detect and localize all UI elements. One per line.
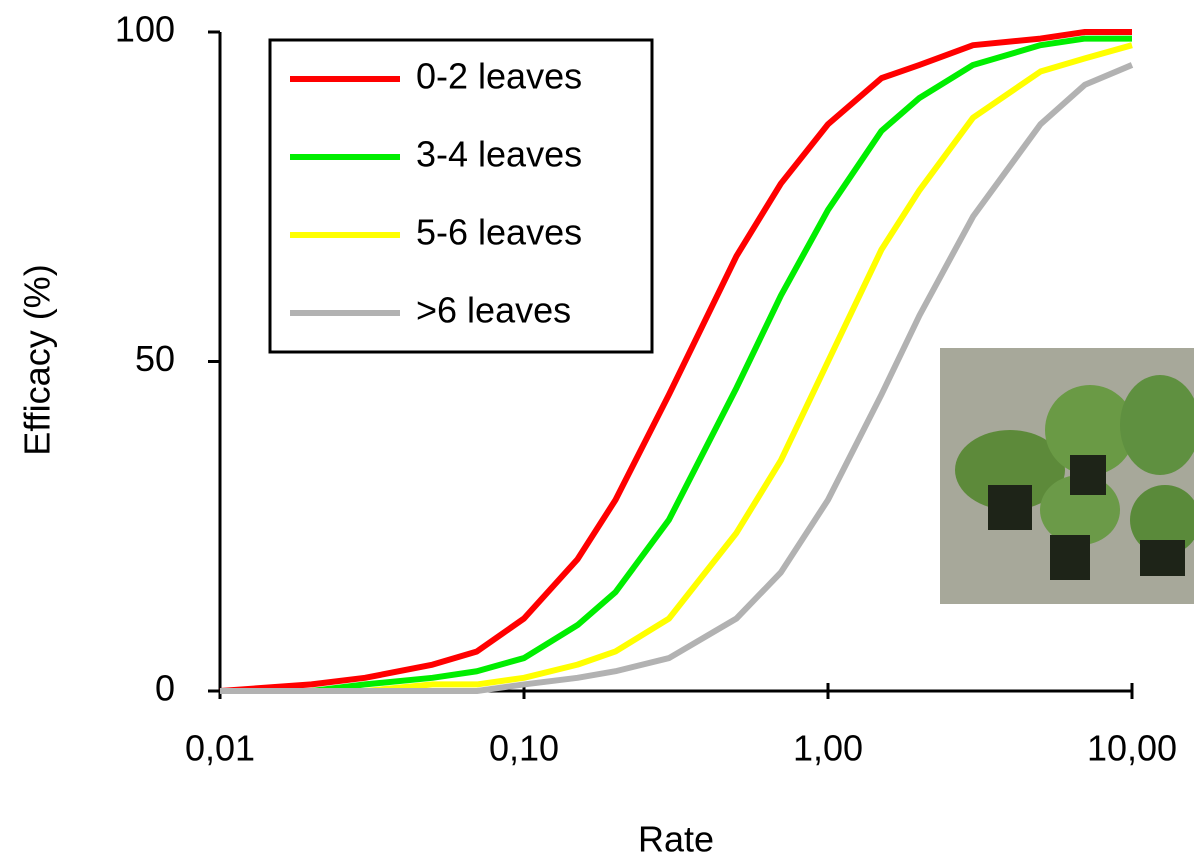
x-tick-label: 10,00	[1087, 728, 1177, 769]
legend-box	[268, 38, 654, 354]
series-line	[220, 62, 1134, 694]
y-tick-label: 100	[115, 9, 175, 50]
series-line	[220, 42, 1133, 694]
y-axis-title: Efficacy (%)	[17, 264, 58, 455]
x-tick-label: 0,01	[185, 728, 255, 769]
x-tick-label: 1,00	[793, 728, 863, 769]
y-tick-label: 50	[135, 338, 175, 379]
series-line	[219, 29, 1132, 694]
legend-label: 3-4 leaves	[416, 134, 582, 175]
legend-label: >6 leaves	[416, 290, 571, 331]
x-tick-label: 0,10	[489, 728, 559, 769]
series-line	[220, 35, 1132, 694]
plant-photo	[940, 348, 1194, 604]
y-tick-label: 0	[155, 668, 175, 709]
legend-label: 5-6 leaves	[416, 212, 582, 253]
legend-label: 0-2 leaves	[416, 56, 582, 97]
legend: 0-2 leaves 3-4 leaves 5-6 leaves >6 leaves	[268, 38, 654, 354]
x-axis-title: Rate	[638, 819, 714, 860]
